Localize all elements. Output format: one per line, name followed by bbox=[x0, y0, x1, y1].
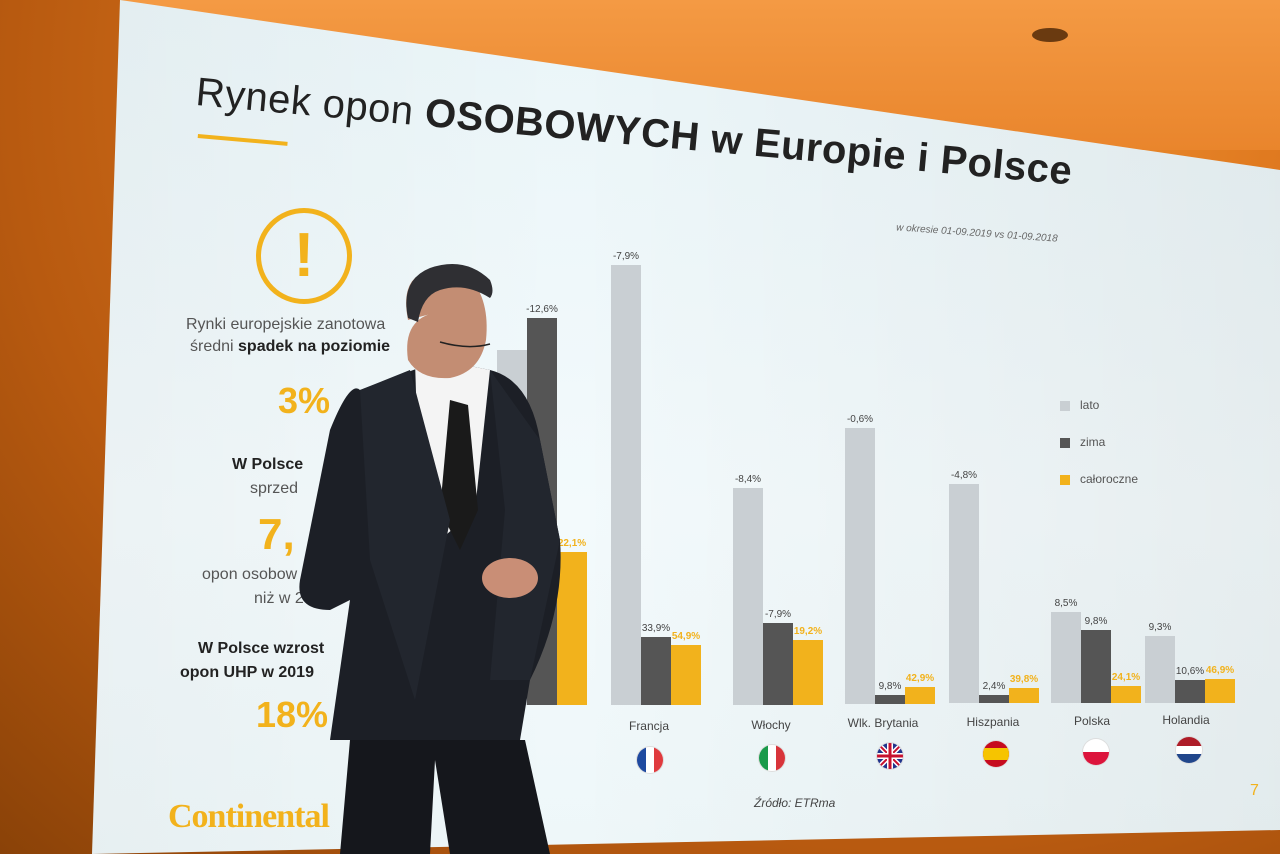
bar-lato-Hiszpania bbox=[949, 484, 979, 703]
left-text-8: opon UHP w 2019 bbox=[180, 664, 314, 682]
bar-label-całoroczne-Hiszpania: 39,8% bbox=[1010, 674, 1038, 685]
warning-icon: ! bbox=[256, 208, 352, 304]
left-text-8-bold: opon UHP w 2019 bbox=[180, 664, 314, 681]
screen-shade bbox=[92, 0, 1280, 854]
projection-screen bbox=[92, 0, 1280, 854]
legend-label-lato: lato bbox=[1080, 398, 1100, 412]
flag-france-icon bbox=[637, 747, 663, 773]
bar-label-zima-first: -12,6% bbox=[526, 304, 558, 315]
bar-label-całoroczne-Włochy: 19,2% bbox=[794, 626, 822, 637]
continental-logo: Continental bbox=[168, 798, 330, 835]
bar-lato-Włochy bbox=[733, 488, 763, 705]
legend-swatch-lato bbox=[1060, 400, 1070, 411]
bar-całoroczne-Polska bbox=[1111, 686, 1141, 703]
bar-lato-Polska bbox=[1051, 612, 1081, 703]
left-text-7-bold: W Polsce wzrost bbox=[198, 640, 325, 657]
bar-label-zima-Hiszpania: 2,4% bbox=[983, 681, 1006, 692]
bar-label-zima-Polska: 9,8% bbox=[1085, 616, 1108, 627]
bar-całoroczne-Holandia bbox=[1205, 679, 1235, 703]
category-label-Wlk. Brytania: Wlk. Brytania bbox=[848, 716, 919, 730]
bar-zima-Wlk. Brytania bbox=[875, 695, 905, 704]
category-label-Holandia: Holandia bbox=[1162, 713, 1210, 727]
bar-lato-Francja bbox=[611, 265, 641, 705]
big-number-3: 18% bbox=[256, 694, 329, 735]
left-text-4: sprzed bbox=[250, 480, 299, 497]
bar-całoroczne-Włochy bbox=[793, 640, 823, 705]
bar-zima-Holandia bbox=[1175, 680, 1205, 703]
bar-label-całoroczne-Francja: 54,9% bbox=[672, 631, 700, 642]
warning-glyph: ! bbox=[293, 221, 315, 290]
bar-całoroczne-Francja bbox=[671, 645, 701, 705]
left-text-7: W Polsce wzrost bbox=[198, 640, 324, 658]
speaker-figure bbox=[299, 264, 561, 854]
bar-label-lato-Francja: -7,9% bbox=[613, 251, 639, 262]
bar-label-zima-Holandia: 10,6% bbox=[1176, 666, 1204, 677]
bar-label-zima-Francja: 33,9% bbox=[642, 623, 670, 634]
legend-swatch-zima bbox=[1060, 437, 1070, 448]
bar-label-zima-Włochy: -7,9% bbox=[765, 609, 791, 620]
category-label-Hiszpania: Hiszpania bbox=[967, 715, 1020, 729]
bar-całoroczne-first bbox=[557, 552, 587, 705]
flag-spain-icon bbox=[983, 741, 1009, 767]
bar-label-całoroczne-first: 22,1% bbox=[558, 538, 586, 549]
bar-label-lato-Polska: 8,5% bbox=[1055, 598, 1078, 609]
bar-label-lato-Holandia: 9,3% bbox=[1149, 622, 1172, 633]
bar-całoroczne-Wlk. Brytania bbox=[905, 687, 935, 704]
flag-italy-icon bbox=[759, 745, 785, 771]
bar-zima-Włochy bbox=[763, 623, 793, 705]
left-text-5: opon osobow bbox=[202, 566, 298, 583]
bar-zima-Polska bbox=[1081, 630, 1111, 703]
left-text-2-pre: średni bbox=[190, 338, 234, 355]
big-number-2: 7, bbox=[258, 510, 295, 559]
bar-label-lato-Włochy: -8,4% bbox=[735, 474, 761, 485]
legend-label-caloroczne: całoroczne bbox=[1080, 472, 1139, 486]
category-label-Polska: Polska bbox=[1074, 714, 1110, 728]
category-label-Francja: Francja bbox=[629, 719, 669, 733]
left-text-3: W Polsce bbox=[232, 456, 303, 474]
bar-label-lato-Hiszpania: -4,8% bbox=[951, 470, 977, 481]
legend-swatch-caloroczne bbox=[1060, 474, 1070, 485]
bar-label-lato-Wlk. Brytania: -0,6% bbox=[847, 414, 873, 425]
left-text-2: średni spadek na poziomie bbox=[190, 338, 390, 356]
category-label-Włochy: Włochy bbox=[751, 718, 790, 732]
page-number: 7 bbox=[1250, 782, 1259, 799]
bar-lato-Wlk. Brytania bbox=[845, 428, 875, 704]
flag-uk-icon bbox=[877, 743, 903, 769]
legend-item-caloroczne: całoroczne bbox=[1060, 472, 1138, 486]
left-text-2-bold: spadek na poziomie bbox=[238, 338, 391, 355]
legend-item-lato: lato bbox=[1060, 398, 1099, 412]
ceiling-light bbox=[1032, 28, 1068, 42]
bar-label-całoroczne-Polska: 24,1% bbox=[1112, 672, 1140, 683]
bar-lato-Holandia bbox=[1145, 636, 1175, 703]
bar-label-całoroczne-Wlk. Brytania: 42,9% bbox=[906, 673, 934, 684]
legend-label-zima: zima bbox=[1080, 435, 1106, 449]
flag-netherlands-icon bbox=[1176, 737, 1202, 763]
flag-poland-icon bbox=[1083, 739, 1109, 765]
bar-label-zima-Wlk. Brytania: 9,8% bbox=[879, 681, 902, 692]
big-number-1: 3% bbox=[278, 380, 331, 421]
left-text-3-bold: W Polsce bbox=[232, 456, 304, 473]
left-text-1: Rynki europejskie zanotowa bbox=[186, 316, 386, 333]
bar-zima-Hiszpania bbox=[979, 695, 1009, 703]
bar-label-całoroczne-Holandia: 46,9% bbox=[1206, 665, 1234, 676]
bar-zima-Francja bbox=[641, 637, 671, 705]
legend-item-zima: zima bbox=[1060, 435, 1105, 449]
bar-całoroczne-Hiszpania bbox=[1009, 688, 1039, 703]
source-note: Źródło: ETRma bbox=[754, 796, 836, 810]
